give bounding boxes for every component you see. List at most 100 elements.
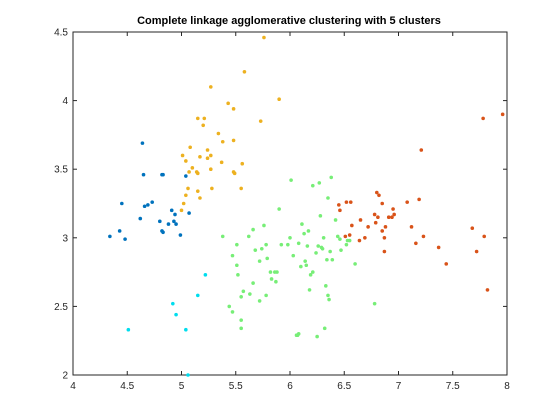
- data-point: [382, 236, 387, 240]
- y-tick-label: 3: [62, 233, 68, 244]
- data-point: [202, 116, 207, 121]
- data-point: [474, 249, 479, 254]
- data-point: [257, 259, 262, 263]
- data-point: [220, 234, 225, 239]
- data-point: [329, 175, 334, 180]
- data-point: [339, 248, 343, 252]
- data-point: [236, 273, 240, 277]
- data-point: [347, 233, 352, 237]
- data-point: [288, 236, 292, 240]
- data-point: [178, 233, 183, 237]
- data-point: [166, 222, 171, 226]
- data-point: [386, 215, 391, 220]
- data-point: [347, 238, 352, 243]
- data-point: [201, 123, 205, 128]
- data-point: [279, 242, 284, 247]
- data-point: [310, 183, 315, 188]
- data-point: [198, 196, 202, 200]
- data-point: [390, 215, 394, 220]
- data-point: [409, 225, 414, 229]
- points-layer: [108, 35, 505, 377]
- data-point: [227, 304, 232, 309]
- data-point: [181, 201, 186, 206]
- y-tick-label: 4: [62, 96, 68, 107]
- data-point: [180, 153, 185, 158]
- data-point: [372, 212, 377, 217]
- data-point: [481, 116, 485, 121]
- data-point: [195, 189, 200, 193]
- data-point: [392, 212, 396, 217]
- data-point: [187, 170, 191, 174]
- data-point: [326, 293, 330, 298]
- data-point: [482, 234, 487, 239]
- data-point: [239, 318, 243, 322]
- data-point: [208, 153, 213, 158]
- data-point: [226, 101, 230, 106]
- data-point: [333, 218, 338, 222]
- data-point: [230, 310, 235, 314]
- data-point: [436, 245, 441, 250]
- data-point: [373, 220, 378, 225]
- data-point: [317, 181, 322, 185]
- data-point: [305, 244, 310, 248]
- data-point: [264, 293, 268, 298]
- data-point: [337, 203, 341, 207]
- data-point: [376, 215, 380, 220]
- data-point: [325, 257, 329, 262]
- data-point: [248, 292, 252, 296]
- y-tick-label: 2: [62, 371, 68, 382]
- data-point: [417, 197, 421, 202]
- data-point: [485, 288, 490, 292]
- data-point: [382, 249, 387, 254]
- data-point: [264, 242, 268, 247]
- cluster-3-series: [337, 112, 505, 292]
- x-tick-label: 8: [504, 381, 510, 392]
- data-point: [391, 207, 395, 211]
- data-point: [366, 225, 370, 229]
- data-point: [286, 242, 290, 247]
- data-point: [258, 119, 263, 123]
- data-point: [321, 236, 326, 240]
- data-point: [372, 301, 377, 306]
- data-point: [173, 212, 177, 217]
- data-point: [186, 186, 190, 191]
- data-point: [277, 97, 281, 102]
- x-tick-label: 7: [396, 381, 402, 392]
- data-point: [205, 156, 210, 161]
- data-point: [320, 246, 325, 251]
- data-point: [205, 148, 210, 152]
- data-point: [324, 284, 328, 288]
- data-point: [299, 264, 303, 269]
- data-point: [126, 327, 131, 332]
- data-point: [383, 225, 388, 229]
- data-point: [335, 234, 340, 239]
- data-point: [210, 186, 214, 191]
- data-point: [251, 281, 255, 285]
- data-point: [179, 208, 184, 213]
- y-tick-label: 3.5: [54, 165, 68, 176]
- data-point: [380, 201, 385, 206]
- data-point: [239, 186, 243, 191]
- data-point: [216, 131, 221, 136]
- y-tick-label: 4.5: [54, 28, 68, 39]
- chart-title: Complete linkage agglomerative clusterin…: [137, 15, 441, 27]
- data-point: [253, 248, 258, 252]
- data-point: [380, 229, 385, 233]
- data-point: [375, 190, 379, 195]
- data-point: [316, 244, 321, 248]
- data-point: [142, 204, 147, 209]
- cluster-2-series: [179, 35, 281, 213]
- data-point: [358, 218, 363, 222]
- data-point: [150, 200, 155, 204]
- data-point: [444, 262, 449, 266]
- data-point: [344, 200, 349, 204]
- data-point: [274, 279, 278, 284]
- data-point: [275, 270, 279, 274]
- data-point: [169, 208, 174, 213]
- data-point: [314, 251, 318, 255]
- data-point: [363, 236, 367, 240]
- data-point: [184, 193, 188, 198]
- data-point: [348, 200, 353, 204]
- data-point: [195, 293, 200, 298]
- data-point: [262, 35, 266, 40]
